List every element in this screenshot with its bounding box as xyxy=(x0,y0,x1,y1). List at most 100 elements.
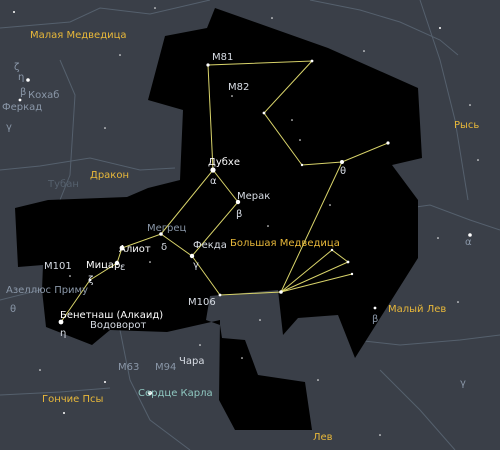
greek-alpha: α xyxy=(210,176,217,187)
field-star xyxy=(39,369,41,371)
label-leo[interactable]: Лев xyxy=(313,432,333,443)
label-ursa-major[interactable]: Большая Медведица xyxy=(230,238,340,249)
figure-line xyxy=(280,273,353,293)
label-cor-caroli: Сердце Карла xyxy=(138,388,213,399)
boundary-line xyxy=(59,59,76,201)
label-thuban: Тубан xyxy=(47,179,79,190)
label-m101[interactable]: M101 xyxy=(44,261,72,272)
field-star xyxy=(457,301,459,303)
label-m106[interactable]: M106 xyxy=(188,297,216,308)
star-phecda[interactable] xyxy=(189,253,195,259)
label-chara: Чара xyxy=(179,356,204,367)
label-alkaid: Бенетнаш (Алкаид) xyxy=(60,310,163,321)
field-star xyxy=(299,139,301,141)
label-m81[interactable]: M81 xyxy=(212,52,233,63)
label-whirlpool[interactable]: Водоворот xyxy=(90,320,146,331)
star-megrez[interactable] xyxy=(159,232,163,236)
field-star xyxy=(13,11,15,13)
star-leo-minor-beta[interactable] xyxy=(373,306,377,310)
star-upper xyxy=(206,63,210,67)
field-star xyxy=(149,261,151,263)
label-megrez: Мегрец xyxy=(147,223,187,234)
field-star xyxy=(231,95,233,97)
field-stars xyxy=(13,7,479,436)
star-dubhe[interactable] xyxy=(210,167,216,173)
star-upper xyxy=(300,163,304,167)
field-star xyxy=(104,381,106,383)
field-star xyxy=(379,434,381,436)
label-canes-venatici[interactable]: Гончие Псы xyxy=(42,394,103,405)
label-lynx[interactable]: Рысь xyxy=(454,120,479,131)
boundary-line xyxy=(119,329,191,450)
label-m94[interactable]: M94 xyxy=(155,362,176,373)
star-lower xyxy=(218,293,222,297)
label-mizar: Мицар xyxy=(86,260,120,271)
boundary-line xyxy=(379,369,456,450)
greek-leo-minor-beta: β xyxy=(372,314,378,325)
label-leo-minor[interactable]: Малый Лев xyxy=(388,304,446,315)
field-star xyxy=(199,344,201,346)
field-star xyxy=(119,54,121,56)
field-star xyxy=(363,50,365,52)
label-m63[interactable]: M63 xyxy=(118,362,139,373)
field-star xyxy=(63,412,65,414)
label-ursa-minor[interactable]: Малая Медведица xyxy=(30,30,127,41)
star-merak[interactable] xyxy=(235,199,241,205)
field-star xyxy=(104,127,106,129)
greek-umi-gamma: γ xyxy=(6,122,12,133)
field-star xyxy=(259,319,261,321)
star-lower xyxy=(279,290,283,294)
star-theta xyxy=(340,160,344,164)
star-upper xyxy=(310,59,314,63)
boundary-line xyxy=(309,0,459,56)
boundary-line xyxy=(0,0,211,29)
greek-gamma: γ xyxy=(193,260,199,271)
ursa-major-region[interactable] xyxy=(15,8,422,430)
greek-beta: β xyxy=(236,209,242,220)
label-m82[interactable]: M82 xyxy=(228,82,249,93)
greek-zeta: ζ xyxy=(88,275,93,286)
greek-delta: δ xyxy=(161,242,167,253)
greek-lynx-alpha: α xyxy=(465,237,472,248)
constellation-labels: Малая Медведица Дракон Большая Медведица… xyxy=(30,30,479,443)
field-star xyxy=(469,104,471,106)
greek-umi-eta: η xyxy=(18,72,24,83)
greek-labels: α β γ δ ε ζ η θ α β γ θ γ β ζ η xyxy=(6,62,472,389)
star-lower xyxy=(346,260,350,264)
field-star xyxy=(437,237,439,239)
label-dubhe: Дубхе xyxy=(208,157,240,168)
star-mizar[interactable] xyxy=(114,260,120,266)
star-kochab[interactable] xyxy=(26,78,30,82)
field-star xyxy=(329,204,331,206)
field-star xyxy=(69,275,71,277)
star-lynx-alpha[interactable] xyxy=(468,233,472,237)
star-cor-caroli[interactable] xyxy=(148,391,152,395)
star-alkaid[interactable] xyxy=(58,319,64,325)
field-star xyxy=(241,357,243,359)
figure-stars xyxy=(18,59,472,395)
star-pherkad[interactable] xyxy=(18,98,22,102)
greek-eta: η xyxy=(60,328,66,339)
star-alioth[interactable] xyxy=(119,245,125,251)
greek-umi-beta: β xyxy=(20,87,26,98)
star-zeta-companion[interactable] xyxy=(88,278,92,282)
field-star xyxy=(317,379,319,381)
field-star xyxy=(154,7,156,9)
label-draco[interactable]: Дракон xyxy=(90,170,129,181)
boundary-line xyxy=(419,0,469,201)
field-star xyxy=(267,225,269,227)
boundary-line xyxy=(0,387,111,396)
field-star xyxy=(439,27,441,29)
boundary-line xyxy=(0,157,176,171)
label-kochab: Кохаб xyxy=(28,90,59,101)
field-star xyxy=(477,159,479,161)
star-lower xyxy=(330,248,334,252)
greek-theta: θ xyxy=(340,166,346,177)
label-phecda: Фекда xyxy=(193,240,227,251)
figure-line xyxy=(191,161,343,296)
label-azellus: Азеллюс Приму xyxy=(6,285,88,296)
label-merak: Мерак xyxy=(237,191,270,202)
boundary-line xyxy=(0,289,41,301)
star-lower xyxy=(350,272,354,276)
